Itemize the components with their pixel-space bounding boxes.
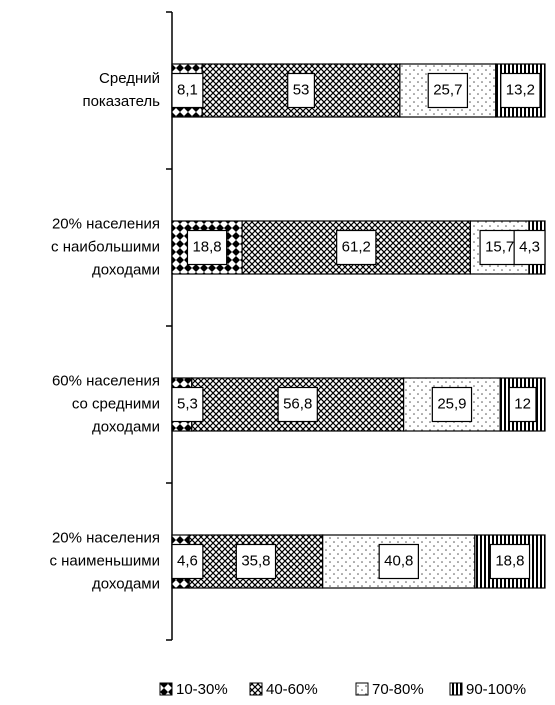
category-label: показатель xyxy=(82,93,160,110)
category-label: с наибольшими xyxy=(51,238,160,255)
data-label-box xyxy=(171,386,204,423)
data-label: 18,8 xyxy=(192,238,221,255)
category-label: доходами xyxy=(92,418,160,435)
data-label: 13,2 xyxy=(506,81,535,98)
data-label-box xyxy=(171,72,204,109)
data-label: 8,1 xyxy=(177,81,198,98)
data-label-box xyxy=(287,72,316,109)
data-label: 40,8 xyxy=(384,552,413,569)
data-label: 25,7 xyxy=(433,81,462,98)
data-label-box xyxy=(378,543,419,580)
data-label-box xyxy=(171,543,204,580)
data-label: 25,9 xyxy=(437,395,466,412)
legend-label: 10-30% xyxy=(176,681,228,698)
data-label: 12 xyxy=(514,395,531,412)
data-label-box xyxy=(500,72,541,109)
bar-segment xyxy=(474,534,546,589)
data-label: 18,8 xyxy=(495,552,524,569)
data-label: 56,8 xyxy=(283,395,312,412)
legend-swatch xyxy=(449,682,463,696)
data-label-box xyxy=(235,543,277,580)
category-label: 60% населения xyxy=(52,372,160,389)
data-label-box xyxy=(186,229,228,266)
data-label: 4,3 xyxy=(519,238,540,255)
legend-swatch xyxy=(355,682,369,696)
data-label-box xyxy=(336,229,377,266)
data-label: 35,8 xyxy=(241,552,270,569)
data-label-box xyxy=(427,72,469,109)
data-label: 61,2 xyxy=(342,238,371,255)
legend-label: 40-60% xyxy=(266,681,318,698)
data-label: 53 xyxy=(293,81,310,98)
data-label-box xyxy=(277,386,318,423)
data-label: 5,3 xyxy=(177,395,198,412)
category-label: с наименьшими xyxy=(49,552,160,569)
data-label-box xyxy=(508,386,537,423)
category-label: 20% населения xyxy=(52,215,160,232)
category-label: со средними xyxy=(72,395,160,412)
category-label: доходами xyxy=(92,261,160,278)
category-label: Средний xyxy=(99,70,160,87)
legend-label: 90-100% xyxy=(466,681,526,698)
legend-swatch xyxy=(249,682,263,696)
legend-label: 70-80% xyxy=(372,681,424,698)
data-label-box xyxy=(489,543,531,580)
category-label: 20% населения xyxy=(52,529,160,546)
data-label: 4,6 xyxy=(177,552,198,569)
data-label-box xyxy=(513,229,546,266)
legend-swatch xyxy=(159,682,173,696)
data-label: 15,7 xyxy=(485,238,514,255)
category-label: доходами xyxy=(92,575,160,592)
data-label-box xyxy=(431,386,473,423)
